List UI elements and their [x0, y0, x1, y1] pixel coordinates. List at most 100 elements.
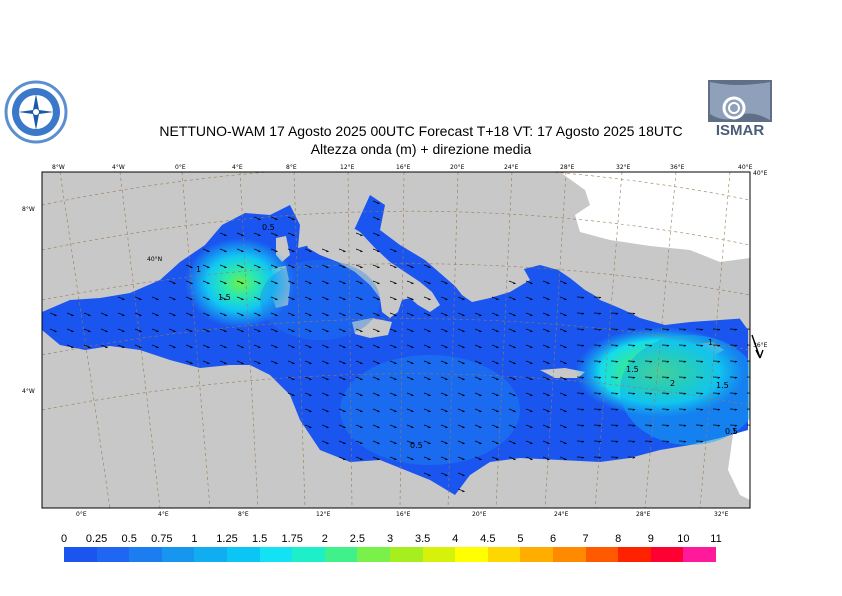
- direction-arrow: [304, 264, 312, 269]
- direction-arrow: [593, 360, 602, 363]
- direction-arrow: [406, 344, 414, 349]
- direction-arrow: [389, 264, 397, 269]
- lon-label-top: 8°E: [286, 164, 297, 171]
- direction-arrow: [542, 328, 550, 333]
- direction-arrow: [729, 376, 738, 379]
- direction-arrow: [457, 328, 465, 333]
- direction-arrow: [542, 360, 550, 365]
- direction-arrow: [321, 344, 329, 349]
- direction-arrow: [678, 376, 687, 379]
- lon-label-top: 36°E: [670, 164, 685, 171]
- direction-arrow: [457, 408, 465, 413]
- direction-arrow: [372, 248, 380, 253]
- direction-arrow: [338, 408, 346, 413]
- direction-arrow: [287, 248, 295, 253]
- direction-arrow: [321, 392, 329, 397]
- direction-arrow: [542, 312, 550, 317]
- direction-arrow: [678, 344, 687, 347]
- colorbar-level-label: 9: [647, 533, 654, 545]
- direction-arrow: [270, 264, 278, 269]
- direction-arrow: [389, 376, 397, 381]
- lon-label-top: 4°W: [112, 164, 125, 171]
- direction-arrow: [253, 280, 261, 285]
- colorbar-swatch: [129, 547, 162, 562]
- direction-arrow: [406, 360, 414, 365]
- direction-arrow: [474, 408, 482, 413]
- direction-arrow: [610, 424, 619, 427]
- wave-band-ionian: [340, 355, 520, 465]
- direction-arrow: [287, 280, 295, 285]
- direction-arrow: [661, 328, 670, 331]
- direction-arrow: [202, 328, 210, 333]
- direction-arrow: [338, 296, 346, 301]
- direction-arrow: [423, 344, 431, 349]
- direction-arrow: [338, 376, 346, 381]
- direction-arrow: [644, 424, 653, 427]
- direction-arrow: [185, 312, 193, 317]
- direction-arrow: [185, 264, 193, 269]
- direction-arrow: [185, 328, 193, 333]
- colorbar-level-label: 0: [60, 533, 68, 545]
- contour-label: 0.5: [262, 223, 275, 232]
- direction-arrow: [593, 456, 602, 459]
- direction-arrow: [406, 424, 414, 429]
- direction-arrow: [219, 328, 227, 333]
- direction-arrow: [270, 280, 278, 285]
- direction-arrow: [746, 344, 750, 346]
- direction-arrow: [236, 360, 244, 365]
- direction-arrow: [559, 392, 567, 397]
- direction-arrow: [253, 360, 261, 365]
- direction-arrow: [712, 344, 721, 347]
- direction-arrow: [338, 280, 346, 285]
- direction-arrow: [695, 424, 704, 427]
- direction-arrow: [508, 360, 516, 365]
- direction-arrow: [66, 328, 74, 333]
- contour-label: 0.5: [410, 441, 423, 450]
- direction-arrow: [525, 344, 533, 349]
- direction-arrow: [678, 440, 687, 443]
- balkans-landmass: [420, 230, 530, 302]
- direction-arrow: [236, 344, 244, 349]
- direction-arrow: [389, 248, 397, 253]
- direction-arrow: [610, 408, 619, 411]
- direction-arrow: [270, 360, 278, 365]
- direction-arrow: [440, 440, 448, 445]
- direction-arrow: [440, 280, 448, 285]
- direction-arrow: [440, 424, 448, 429]
- direction-arrow: [593, 328, 602, 331]
- direction-arrow: [355, 312, 363, 317]
- direction-arrow: [559, 424, 567, 429]
- direction-arrow: [576, 360, 585, 363]
- direction-arrow: [474, 328, 482, 333]
- direction-arrow: [474, 312, 482, 317]
- ismar-logo: ISMAR: [708, 80, 772, 139]
- direction-arrow: [338, 392, 346, 397]
- direction-arrow: [389, 296, 397, 301]
- graticule: [42, 172, 750, 508]
- direction-arrow: [457, 456, 465, 461]
- direction-arrow: [185, 344, 193, 349]
- direction-arrow: [202, 360, 210, 365]
- direction-arrow: [695, 408, 704, 411]
- colorbar-swatch: [487, 547, 521, 562]
- direction-arrow: [678, 328, 687, 331]
- direction-arrow: [559, 440, 567, 445]
- direction-arrow: [678, 424, 687, 427]
- direction-arrow: [423, 408, 431, 413]
- direction-arrow: [287, 264, 295, 269]
- lon-label-top: 16°E: [396, 164, 411, 171]
- direction-arrow: [355, 232, 363, 237]
- lat-label-left: 40°N: [147, 256, 162, 263]
- direction-arrow: [661, 344, 670, 347]
- direction-arrow: [525, 456, 533, 461]
- direction-arrow: [151, 328, 159, 333]
- lon-label-bottom: 16°E: [396, 511, 411, 518]
- direction-arrow: [253, 328, 261, 333]
- direction-arrow: [372, 408, 380, 413]
- direction-arrow: [508, 296, 516, 301]
- direction-arrow: [355, 376, 363, 381]
- direction-arrow: [695, 360, 704, 363]
- direction-arrow: [729, 392, 738, 395]
- direction-arrow: [508, 456, 516, 461]
